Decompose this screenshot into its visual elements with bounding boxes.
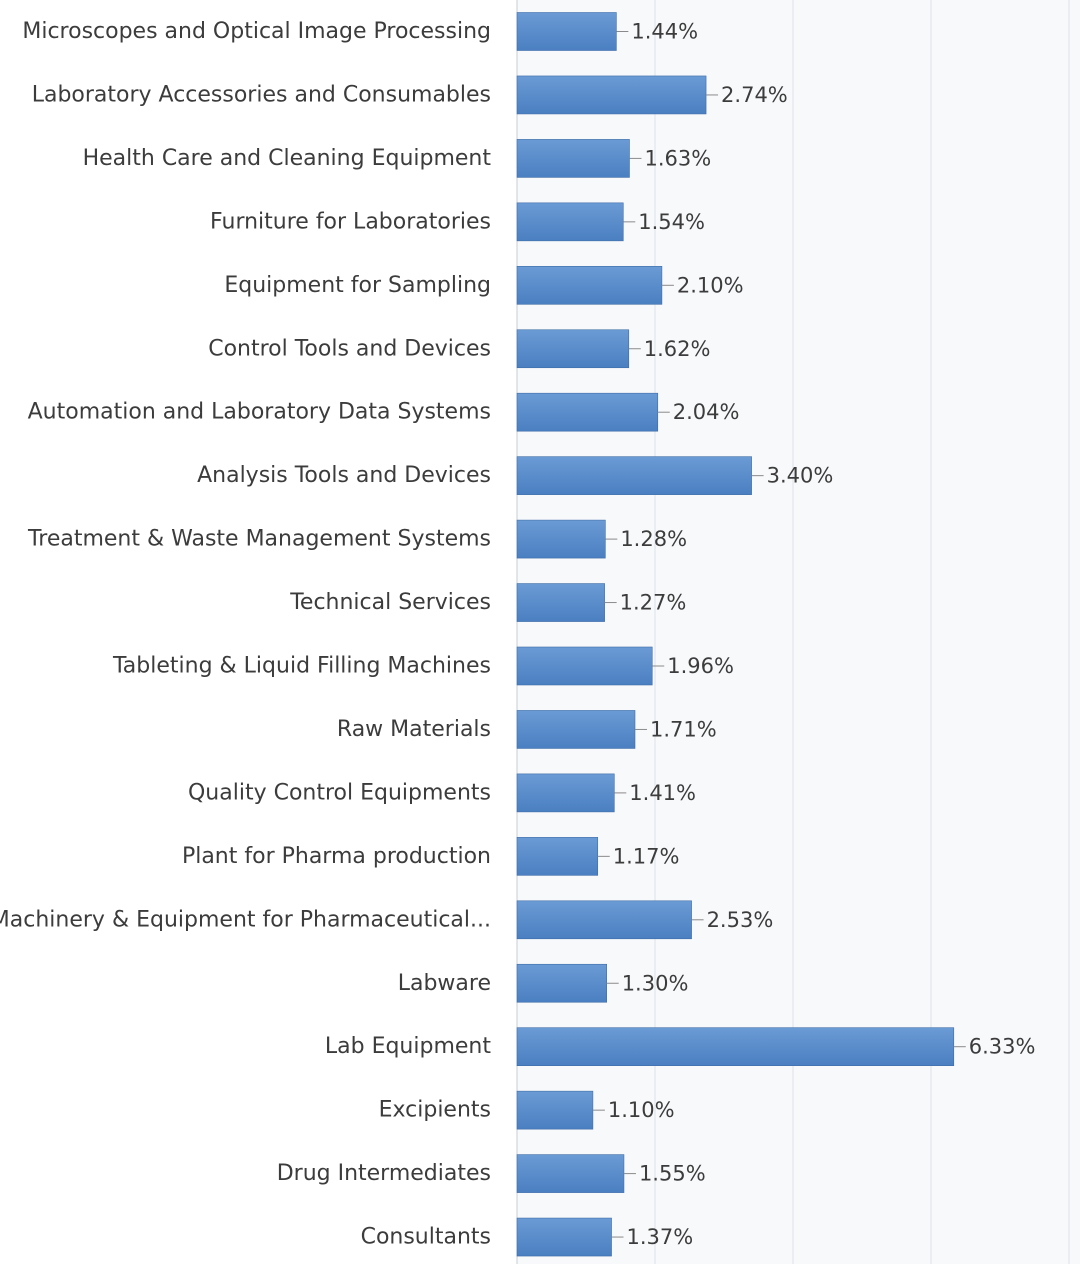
category-label: Raw Materials bbox=[337, 717, 491, 742]
category-labels: Microscopes and Optical Image Processing… bbox=[0, 19, 491, 1250]
bar bbox=[516, 583, 605, 622]
bar bbox=[516, 202, 624, 242]
bar bbox=[516, 392, 659, 432]
category-label: Treatment & Waste Management Systems bbox=[27, 527, 491, 552]
data-label: 1.63% bbox=[644, 146, 711, 170]
data-labels: 1.44% 2.74% 1.63% 1.54% 2.10% 1.62% 2.04% 3.40%… bbox=[592, 20, 1036, 1249]
category-label: Furniture for Laboratories bbox=[210, 209, 491, 234]
category-label: Analysis Tools and Devices bbox=[197, 463, 491, 488]
bar bbox=[516, 139, 630, 178]
data-label: 1.30% bbox=[622, 971, 689, 995]
bar bbox=[516, 646, 653, 686]
category-label: Drug Intermediates bbox=[277, 1161, 491, 1186]
bar bbox=[516, 837, 599, 876]
category-label: Lab Equipment bbox=[325, 1034, 491, 1059]
data-label: 1.96% bbox=[667, 654, 734, 678]
category-label: Quality Control Equipments bbox=[188, 780, 491, 805]
bar bbox=[516, 1154, 625, 1193]
category-label: Laboratory Accessories and Consumables bbox=[32, 82, 491, 107]
bar bbox=[516, 1090, 594, 1130]
category-label: Labware bbox=[398, 971, 491, 996]
data-label: 1.37% bbox=[627, 1225, 694, 1249]
data-label: 1.28% bbox=[620, 527, 687, 551]
data-label: 1.17% bbox=[613, 844, 680, 868]
data-label: 2.74% bbox=[721, 83, 788, 107]
data-label: 1.71% bbox=[650, 717, 717, 741]
data-label: 1.27% bbox=[620, 591, 687, 615]
category-label: Control Tools and Devices bbox=[208, 336, 491, 361]
category-label: Automation and Laboratory Data Systems bbox=[28, 400, 491, 425]
category-label: Consultants bbox=[361, 1225, 491, 1250]
category-label: Plant for Pharma production bbox=[182, 844, 491, 869]
bar bbox=[516, 265, 663, 305]
category-label: Microscopes and Optical Image Processing bbox=[22, 19, 491, 44]
category-label: Technical Services bbox=[289, 590, 491, 615]
bar bbox=[516, 519, 606, 559]
data-label: 2.10% bbox=[677, 273, 744, 297]
data-label: 6.33% bbox=[969, 1035, 1036, 1059]
data-label: 1.55% bbox=[639, 1162, 706, 1186]
bar bbox=[516, 900, 692, 940]
bar bbox=[516, 1217, 612, 1257]
bars bbox=[516, 12, 955, 1257]
bar bbox=[516, 75, 707, 115]
data-label: 1.62% bbox=[644, 337, 711, 361]
bar bbox=[516, 456, 752, 495]
data-label: 1.44% bbox=[631, 20, 698, 44]
bar bbox=[516, 1027, 955, 1066]
bar bbox=[516, 710, 636, 749]
category-label: Equipment for Sampling bbox=[224, 273, 491, 298]
data-label: 2.04% bbox=[673, 400, 740, 424]
category-label: Excipients bbox=[379, 1098, 491, 1123]
category-label: Health Care and Cleaning Equipment bbox=[83, 146, 492, 171]
data-label: 1.54% bbox=[638, 210, 705, 234]
data-label: 3.40% bbox=[767, 464, 834, 488]
bar bbox=[516, 773, 615, 813]
plot-area bbox=[517, 0, 1080, 1264]
data-label: 2.53% bbox=[707, 908, 774, 932]
bar bbox=[516, 963, 607, 1003]
category-label: Tableting & Liquid Filling Machines bbox=[112, 654, 491, 679]
category-label: Machinery & Equipment for Pharmaceutical… bbox=[0, 907, 491, 932]
data-label: 1.10% bbox=[608, 1098, 675, 1122]
bar bbox=[516, 12, 617, 51]
data-label: 1.41% bbox=[629, 781, 696, 805]
bar bbox=[516, 329, 630, 369]
